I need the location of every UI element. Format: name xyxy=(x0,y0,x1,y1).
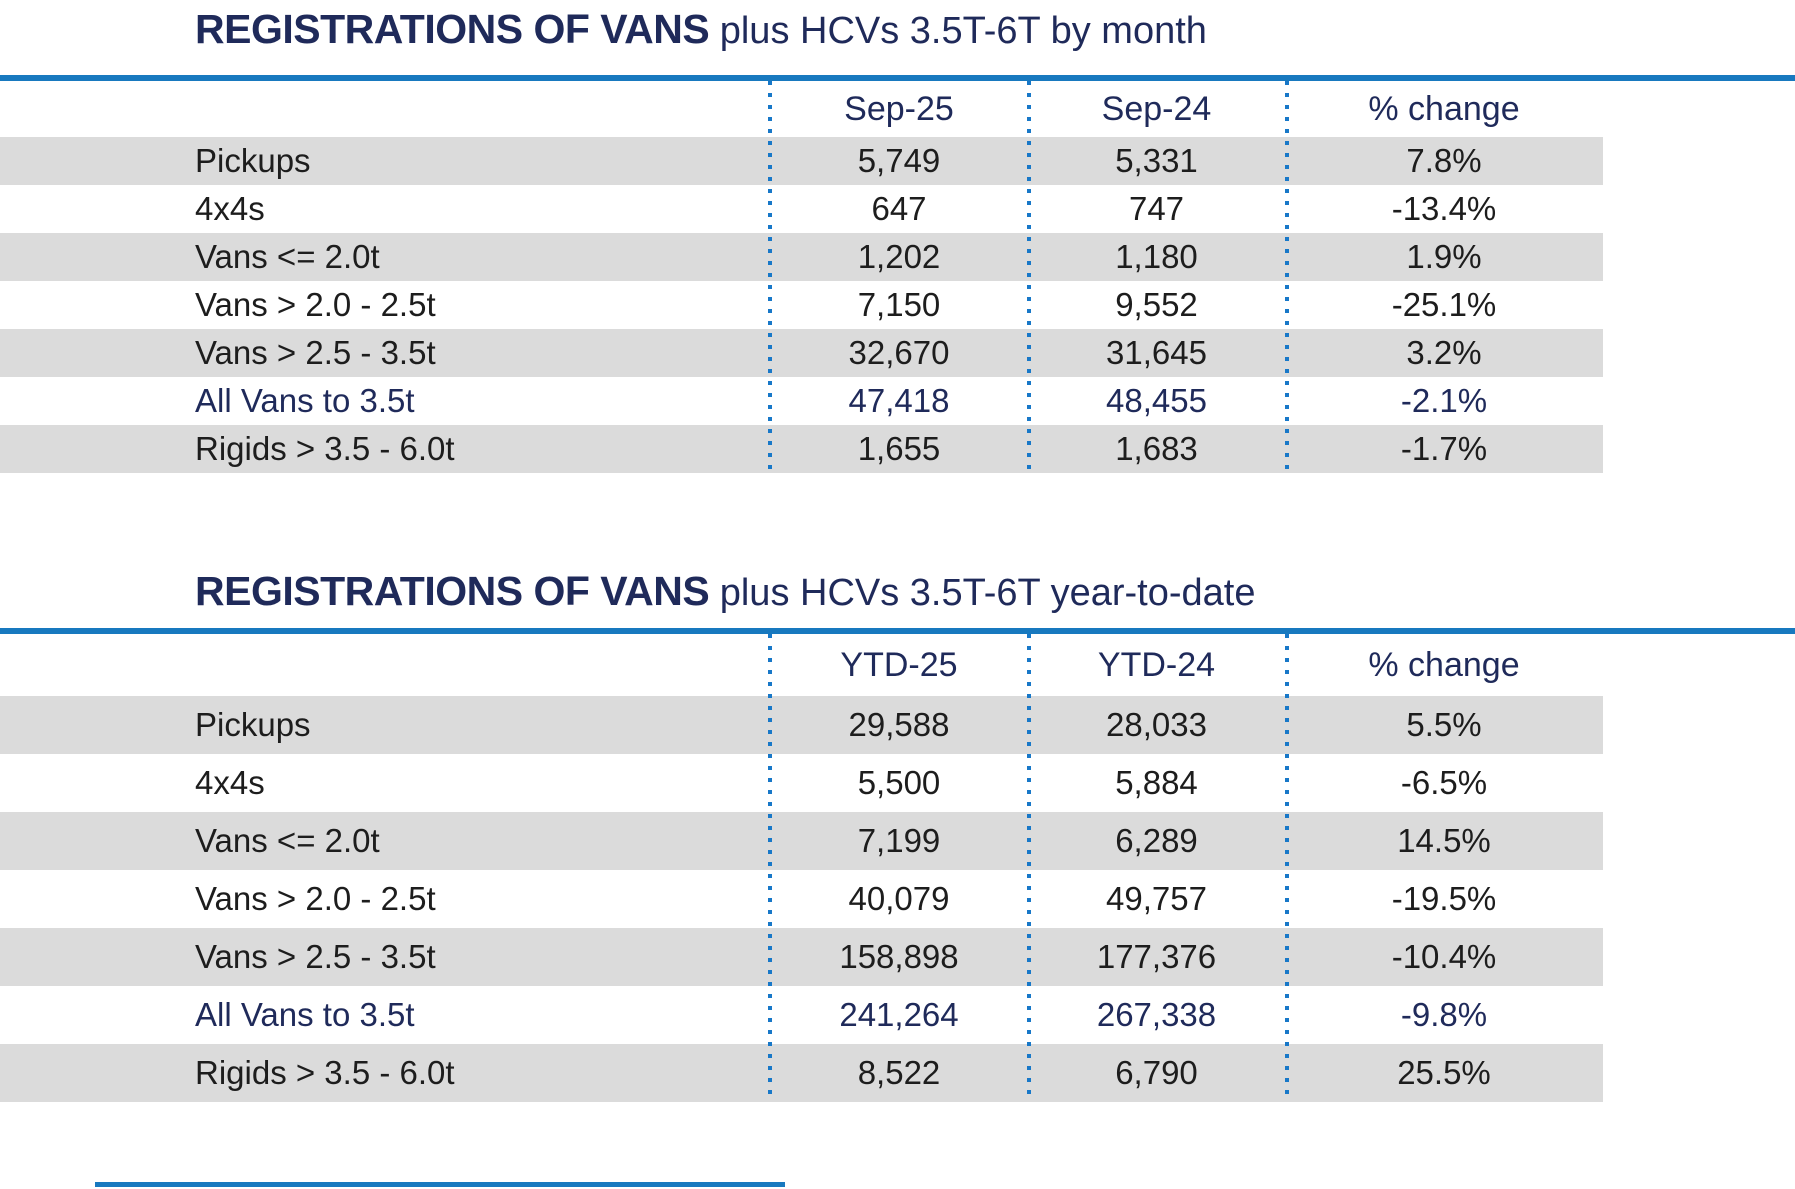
row-value-current: 47,418 xyxy=(848,382,950,419)
row-value-previous: 6,289 xyxy=(1115,822,1198,859)
row-pct-change: 5.5% xyxy=(1406,706,1482,743)
row-label: 4x4s xyxy=(195,190,265,227)
row-label: Pickups xyxy=(195,706,311,743)
row-value-previous: 6,790 xyxy=(1115,1054,1198,1091)
row-pct-change: -9.8% xyxy=(1400,996,1488,1033)
row-value-previous: 9,552 xyxy=(1115,286,1198,323)
column-divider-dotted-line xyxy=(768,81,772,473)
table-row: Vans <= 2.0t 1,202 1,180 1.9% xyxy=(0,233,1795,281)
page-footer-rule xyxy=(95,1182,785,1187)
monthly-table-title: REGISTRATIONS OF VANS plus HCVs 3.5T-6T … xyxy=(195,4,1207,56)
ytd-title-bold: REGISTRATIONS OF VANS xyxy=(195,568,710,614)
monthly-title-bold: REGISTRATIONS OF VANS xyxy=(195,6,710,52)
row-value-previous: 5,884 xyxy=(1115,764,1198,801)
row-label: Vans > 2.0 - 2.5t xyxy=(195,286,436,323)
row-pct-change: -19.5% xyxy=(1391,880,1497,917)
row-label: Vans <= 2.0t xyxy=(195,822,380,859)
row-value-current: 1,202 xyxy=(857,238,941,275)
row-label: Pickups xyxy=(195,142,311,179)
row-value-previous: 5,331 xyxy=(1115,142,1198,179)
row-pct-change: 3.2% xyxy=(1406,334,1482,371)
table-row: Vans > 2.0 - 2.5t 40,079 49,757 -19.5% xyxy=(0,870,1795,928)
row-value-previous: 747 xyxy=(1128,190,1185,227)
ytd-table-title: REGISTRATIONS OF VANS plus HCVs 3.5T-6T … xyxy=(195,566,1255,618)
ytd-col-header-pct-change: % change xyxy=(1368,645,1520,684)
row-value-current: 241,264 xyxy=(839,996,959,1033)
row-value-previous: 1,683 xyxy=(1115,430,1198,467)
row-value-previous: 177,376 xyxy=(1096,938,1217,975)
row-label: Vans > 2.5 - 3.5t xyxy=(195,334,436,371)
table-row-all-vans-total: All Vans to 3.5t 47,418 48,455 -2.1% xyxy=(0,377,1795,425)
table-row: Pickups 29,588 28,033 5.5% xyxy=(0,696,1795,754)
table-row: 4x4s 647 747 -13.4% xyxy=(0,185,1795,233)
monthly-registrations-table: Sep-25 Sep-24 % change Pickups 5,749 5,3… xyxy=(0,81,1795,473)
table-row: Rigids > 3.5 - 6.0t 8,522 6,790 25.5% xyxy=(0,1044,1795,1102)
row-label: All Vans to 3.5t xyxy=(195,382,415,419)
row-value-previous: 31,645 xyxy=(1106,334,1207,371)
row-value-current: 647 xyxy=(871,190,927,227)
ytd-title-subtitle: plus HCVs 3.5T-6T year-to-date xyxy=(719,572,1256,614)
column-divider-dotted-line xyxy=(1285,634,1289,1102)
row-label: Vans <= 2.0t xyxy=(195,238,380,275)
monthly-col-header-pct-change: % change xyxy=(1368,89,1520,128)
row-pct-change: -1.7% xyxy=(1400,430,1488,467)
row-label: Vans > 2.5 - 3.5t xyxy=(195,938,436,975)
ytd-header-row: YTD-25 YTD-24 % change xyxy=(0,634,1795,696)
row-pct-change: -10.4% xyxy=(1391,938,1497,975)
row-value-current: 32,670 xyxy=(848,334,950,371)
table-row: Vans <= 2.0t 7,199 6,289 14.5% xyxy=(0,812,1795,870)
ytd-registrations-table: YTD-25 YTD-24 % change Pickups 29,588 28… xyxy=(0,634,1795,1102)
monthly-col-header-sep24: Sep-24 xyxy=(1101,89,1212,128)
row-pct-change: 1.9% xyxy=(1406,238,1482,275)
table-row: Vans > 2.5 - 3.5t 32,670 31,645 3.2% xyxy=(0,329,1795,377)
table-row: Pickups 5,749 5,331 7.8% xyxy=(0,137,1795,185)
row-value-current: 8,522 xyxy=(857,1054,941,1091)
row-value-current: 1,655 xyxy=(857,430,941,467)
row-value-previous: 48,455 xyxy=(1106,382,1207,419)
monthly-col-header-sep25: Sep-25 xyxy=(844,89,954,128)
table-row: 4x4s 5,500 5,884 -6.5% xyxy=(0,754,1795,812)
table-row: Rigids > 3.5 - 6.0t 1,655 1,683 -1.7% xyxy=(0,425,1795,473)
table-row: Vans > 2.5 - 3.5t 158,898 177,376 -10.4% xyxy=(0,928,1795,986)
row-value-current: 158,898 xyxy=(839,938,959,975)
row-value-current: 29,588 xyxy=(848,706,950,743)
monthly-header-row: Sep-25 Sep-24 % change xyxy=(0,81,1795,137)
ytd-col-header-ytd24: YTD-24 xyxy=(1097,645,1216,684)
column-divider-dotted-line xyxy=(1027,634,1031,1102)
column-divider-dotted-line xyxy=(1027,81,1031,473)
row-pct-change: -13.4% xyxy=(1391,190,1497,227)
row-label: Vans > 2.0 - 2.5t xyxy=(195,880,436,917)
column-divider-dotted-line xyxy=(1285,81,1289,473)
row-pct-change: 14.5% xyxy=(1397,822,1491,859)
ytd-col-header-ytd25: YTD-25 xyxy=(840,645,958,684)
monthly-title-subtitle: plus HCVs 3.5T-6T by month xyxy=(719,10,1207,52)
row-pct-change: 25.5% xyxy=(1397,1054,1491,1091)
row-value-current: 5,500 xyxy=(857,764,941,801)
table-row: Vans > 2.0 - 2.5t 7,150 9,552 -25.1% xyxy=(0,281,1795,329)
row-pct-change: -6.5% xyxy=(1400,764,1488,801)
row-value-previous: 1,180 xyxy=(1115,238,1198,275)
row-value-previous: 49,757 xyxy=(1106,880,1207,917)
ytd-table-top-rule xyxy=(0,628,1795,634)
row-label: Rigids > 3.5 - 6.0t xyxy=(195,1054,455,1091)
row-label: All Vans to 3.5t xyxy=(195,996,415,1033)
table-row-all-vans-total: All Vans to 3.5t 241,264 267,338 -9.8% xyxy=(0,986,1795,1044)
row-value-current: 7,199 xyxy=(857,822,941,859)
column-divider-dotted-line xyxy=(768,634,772,1102)
row-value-previous: 28,033 xyxy=(1106,706,1207,743)
row-label: Rigids > 3.5 - 6.0t xyxy=(195,430,455,467)
row-value-current: 40,079 xyxy=(848,880,950,917)
monthly-table-top-rule xyxy=(0,75,1795,81)
row-pct-change: 7.8% xyxy=(1406,142,1482,179)
row-value-current: 7,150 xyxy=(857,286,941,323)
row-pct-change: -25.1% xyxy=(1391,286,1497,323)
row-pct-change: -2.1% xyxy=(1400,382,1488,419)
row-value-previous: 267,338 xyxy=(1096,996,1217,1033)
row-label: 4x4s xyxy=(195,764,265,801)
row-value-current: 5,749 xyxy=(857,142,941,179)
